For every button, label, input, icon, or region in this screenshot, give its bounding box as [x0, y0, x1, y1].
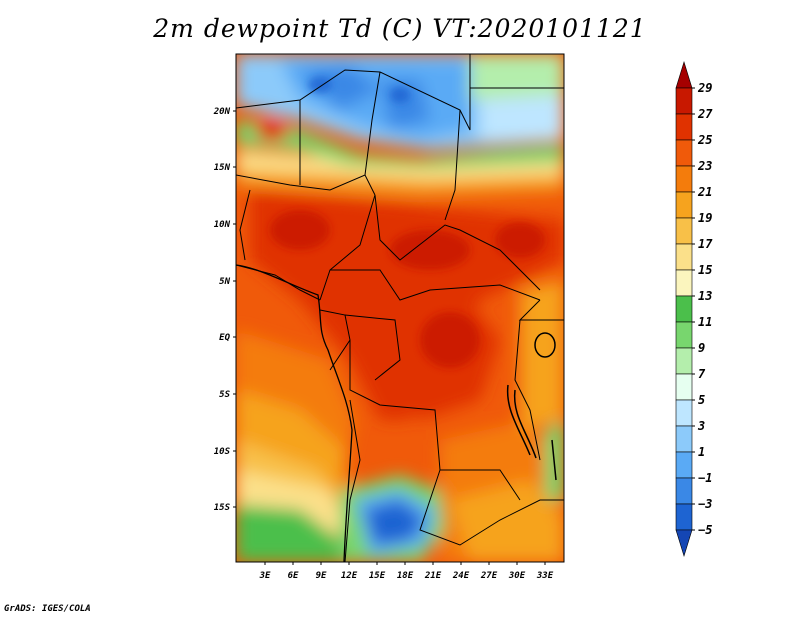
colorbar-segment [675, 60, 693, 89]
colorbar-label: 25 [697, 133, 712, 147]
longitude-axis: 3E 6E 9E 12E 15E 18E 21E 24E 27E 30E 33E [259, 562, 554, 581]
latitude-axis: 20N 15N 10N 5N EQ 5S 10S 15S [213, 107, 236, 513]
lon-label-24e: 24E [452, 571, 470, 581]
colorbar-label: 7 [698, 367, 706, 381]
colorbar-label: 5 [698, 393, 705, 407]
colorbar-label: 11 [698, 315, 712, 329]
lat-label-10n: 10N [214, 220, 231, 230]
lon-label-15e: 15E [369, 571, 386, 581]
colorbar-label: 19 [698, 211, 712, 225]
colorbar-segment [675, 529, 693, 558]
credit-label: GrADS: IGES/COLA [4, 604, 91, 614]
map-frame [235, 53, 565, 563]
colorbar-segment [675, 373, 693, 401]
colorbar-segment [675, 87, 693, 115]
lat-label-15s: 15S [214, 503, 231, 513]
colorbar-label: 3 [697, 419, 705, 433]
lakes [506, 332, 557, 481]
lon-label-12e: 12E [341, 571, 358, 581]
lat-label-10s: 10S [214, 447, 231, 457]
colorbar-segment [675, 217, 693, 245]
lon-label-6e: 6E [288, 571, 299, 581]
colorbar-label: 27 [697, 107, 713, 121]
colorbar-segment [675, 191, 693, 219]
lon-label-27e: 27E [480, 571, 498, 581]
colorbar-label: 13 [698, 289, 712, 303]
colorbar-segment [675, 269, 693, 297]
colorbar: 29 27 25 23 21 19 17 15 13 11 9 7 5 3 1 −1 −3 −5 [675, 60, 713, 558]
colorbar-label: −3 [698, 497, 712, 511]
colorbar-segment [675, 451, 693, 479]
colorbar-label: 1 [698, 445, 705, 459]
colorbar-segment [675, 165, 693, 193]
colorbar-segment [675, 295, 693, 323]
lon-label-21e: 21E [424, 571, 442, 581]
lon-label-33e: 33E [536, 571, 554, 581]
colorbar-labels: 29 27 25 23 21 19 17 15 13 11 9 7 5 3 1 −1 −3 −5 [692, 81, 713, 537]
country-borders [236, 54, 564, 562]
colorbar-segment [675, 347, 693, 375]
colorbar-segment [675, 503, 693, 531]
colorbar-segment [675, 321, 693, 349]
colorbar-label: 29 [697, 81, 712, 95]
coastline [236, 264, 353, 562]
lat-label-15n: 15N [214, 163, 231, 173]
lat-label-20n: 20N [213, 107, 231, 117]
lat-label-5n: 5N [219, 277, 230, 287]
colorbar-segment [675, 477, 693, 505]
map-title: 2m dewpoint Td (C) VT:2020101121 [153, 14, 647, 43]
colorbar-segments [675, 60, 693, 558]
lon-label-30e: 30E [508, 571, 526, 581]
lon-label-9e: 9E [316, 571, 327, 581]
colorbar-segment [675, 139, 693, 167]
colorbar-label: 23 [697, 159, 712, 173]
colorbar-label: −5 [698, 523, 712, 537]
colorbar-segment [675, 113, 693, 141]
colorbar-label: 9 [698, 341, 705, 355]
lat-label-5s: 5S [219, 390, 230, 400]
colorbar-label: 17 [698, 237, 713, 251]
colorbar-segment [675, 425, 693, 453]
colorbar-label: 15 [698, 263, 712, 277]
dewpoint-field [236, 54, 564, 562]
lon-label-18e: 18E [397, 571, 414, 581]
colorbar-label: 21 [697, 185, 712, 199]
lat-label-eq: EQ [219, 333, 230, 343]
colorbar-segment [675, 243, 693, 271]
colorbar-label: −1 [698, 471, 712, 485]
colorbar-segment [675, 399, 693, 427]
lon-label-3e: 3E [259, 571, 271, 581]
